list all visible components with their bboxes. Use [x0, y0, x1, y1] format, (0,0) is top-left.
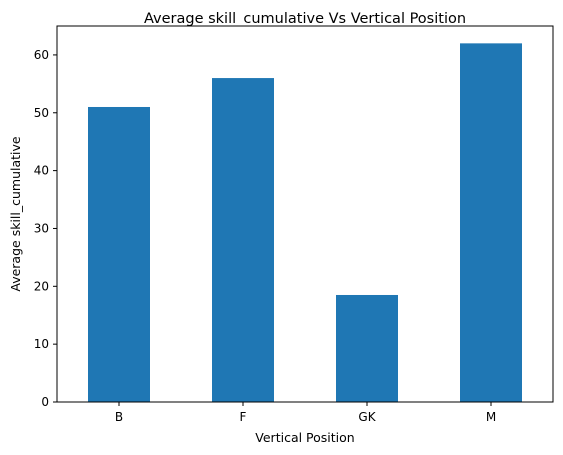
plot-area [88, 43, 522, 403]
y-tick-label: 40 [34, 164, 49, 178]
y-tick-label: 0 [41, 395, 49, 409]
bar-b [88, 106, 150, 402]
x-tick-label: M [486, 410, 496, 424]
x-axis: B F GK M [115, 402, 496, 424]
bar-gk [336, 294, 398, 402]
x-tick-label: B [115, 410, 123, 424]
x-axis-label: Vertical Position [255, 430, 354, 445]
plot-frame [56, 25, 554, 403]
chart-title: Average skill_cumulative Vs Vertical Pos… [144, 11, 466, 27]
y-axis: 0 10 20 30 40 50 60 [34, 48, 57, 409]
x-tick-label: GK [358, 410, 376, 424]
y-tick-label: 20 [34, 279, 49, 293]
y-tick-label: 10 [34, 337, 49, 351]
y-tick-label: 60 [34, 48, 49, 62]
y-tick-label: 50 [34, 106, 49, 120]
y-tick-label: 30 [34, 221, 49, 235]
bar-f [212, 78, 274, 403]
y-axis-label: Average skill_cumulative [8, 136, 23, 292]
x-tick-label: F [240, 410, 247, 424]
bar-m [460, 43, 522, 402]
